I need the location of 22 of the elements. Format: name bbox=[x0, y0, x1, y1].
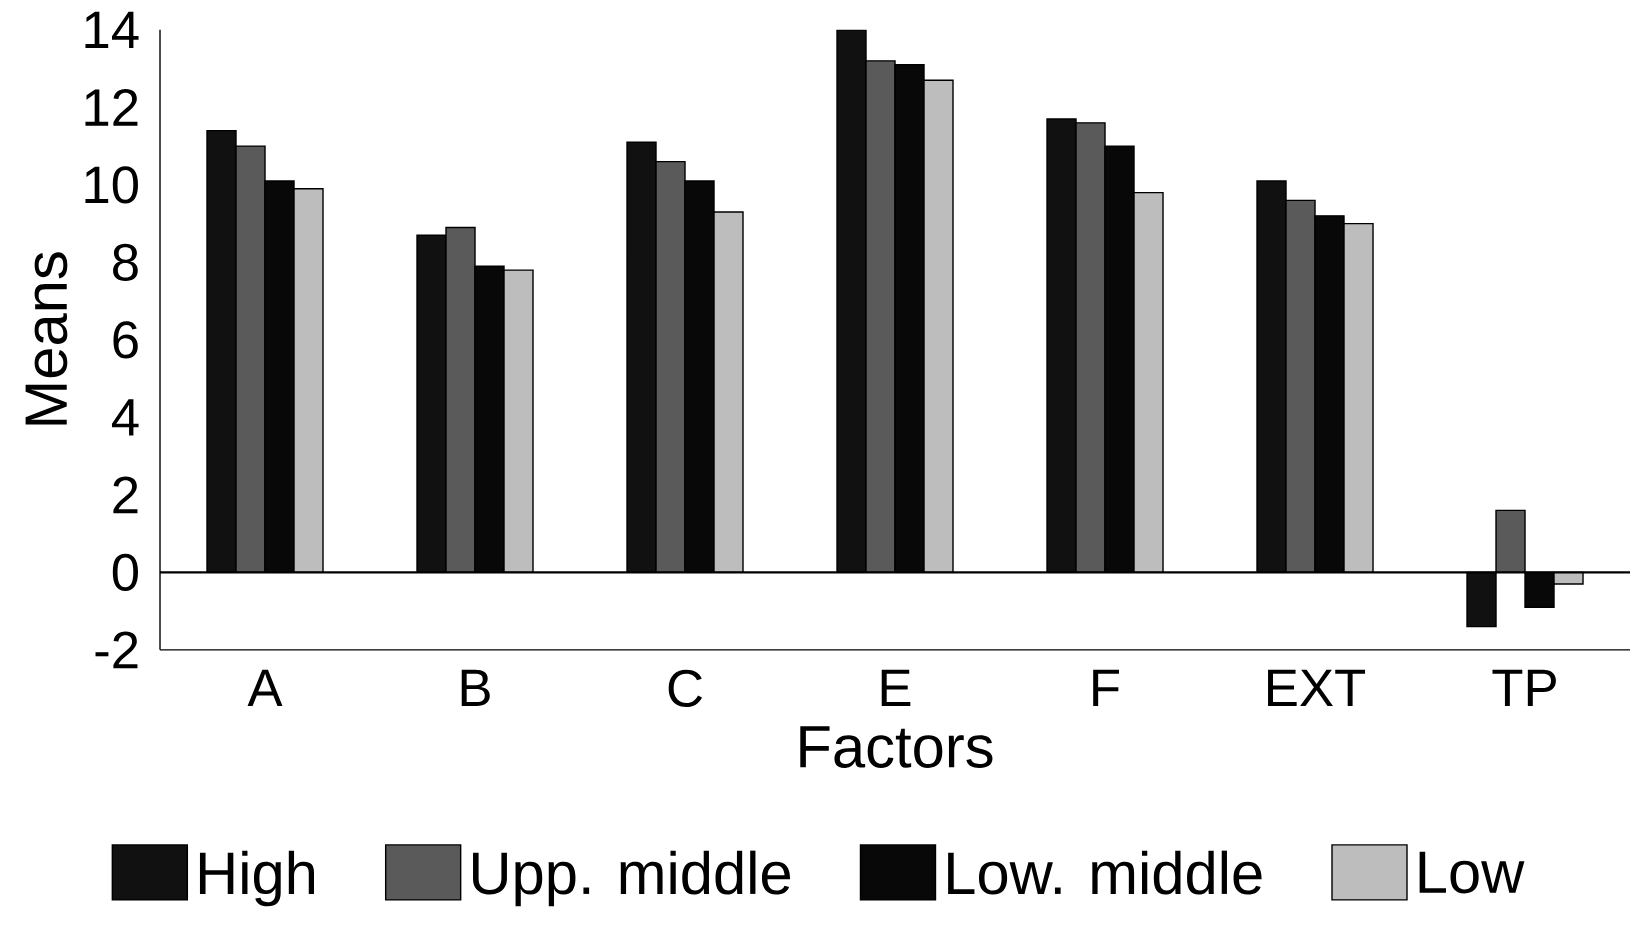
y-tick-label: 2 bbox=[113, 476, 138, 514]
x-tick-label: C bbox=[668, 669, 703, 708]
y-tick-label: 14 bbox=[85, 11, 139, 49]
legend-label: Upp. middle bbox=[473, 850, 791, 907]
y-tick-label: -2 bbox=[95, 631, 138, 669]
x-tick-label: E bbox=[881, 669, 911, 707]
x-tick-label: EXT bbox=[1268, 669, 1366, 707]
y-tick-label: 0 bbox=[112, 553, 138, 592]
y-tick-label: 8 bbox=[113, 243, 138, 282]
legend-label: High bbox=[199, 850, 315, 907]
x-axis-title: Factors bbox=[800, 726, 993, 769]
x-tick-label: B bbox=[461, 669, 490, 707]
x-tick-label: A bbox=[247, 669, 283, 707]
y-tick-label: 4 bbox=[111, 399, 139, 436]
y-tick-label: 12 bbox=[85, 89, 138, 126]
legend-label: Low bbox=[1419, 851, 1525, 894]
legend-label: Low. middle bbox=[948, 850, 1262, 895]
y-tick-label: 10 bbox=[85, 166, 138, 204]
y-axis-title: Means bbox=[25, 252, 68, 425]
y-tick-label: 6 bbox=[113, 321, 138, 359]
x-tick-label: TP bbox=[1492, 669, 1556, 707]
x-tick-label: F bbox=[1093, 669, 1119, 707]
